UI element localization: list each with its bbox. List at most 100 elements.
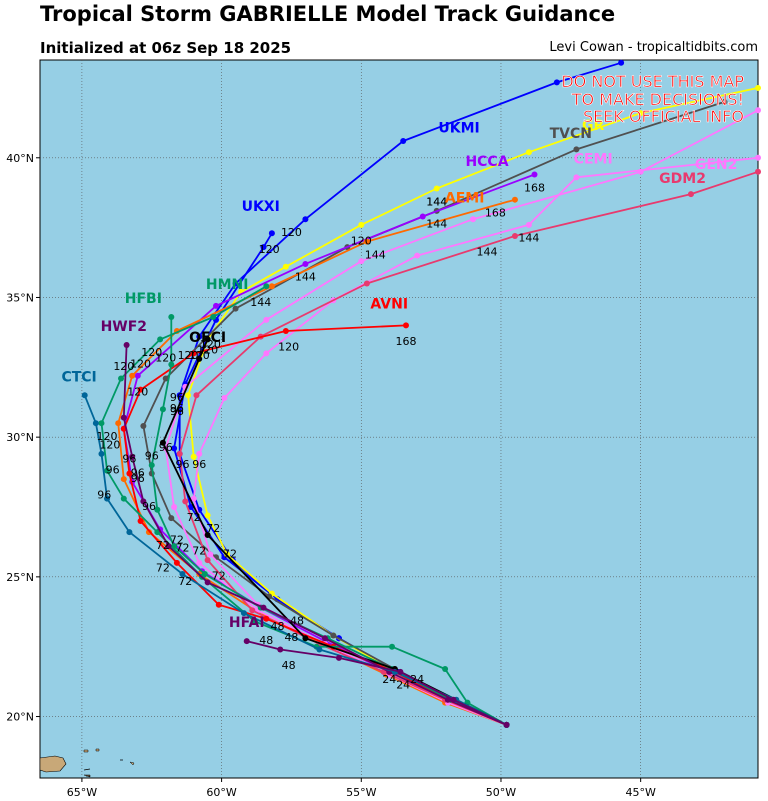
- track-point: [511, 196, 518, 203]
- track-point: [120, 495, 127, 502]
- track-hwf2: [120, 341, 510, 728]
- track-line: [246, 640, 507, 726]
- track-point: [171, 445, 178, 452]
- hour-label: 96: [170, 391, 184, 404]
- hour-label: 24: [396, 679, 410, 692]
- track-point: [98, 450, 105, 457]
- hour-label: 96: [131, 472, 145, 485]
- track-point: [263, 350, 270, 357]
- track-point: [120, 476, 127, 483]
- track-point: [525, 221, 532, 228]
- track-point: [232, 305, 239, 312]
- track-point: [168, 314, 175, 321]
- model-label-cemi: CEMI: [574, 151, 613, 167]
- hour-label: 168: [524, 181, 545, 194]
- lat-tick-label: 25°N: [6, 571, 34, 584]
- track-point: [553, 79, 560, 86]
- track-point: [92, 420, 99, 427]
- track-point: [389, 643, 396, 650]
- page-title: Tropical Storm GABRIELLE Model Track Gui…: [40, 2, 616, 26]
- hour-label: 72: [223, 547, 237, 560]
- track-point: [162, 375, 169, 382]
- track-point: [260, 604, 267, 611]
- track-point: [442, 666, 449, 673]
- track-point: [118, 375, 125, 382]
- hour-label: 144: [250, 296, 271, 309]
- hour-label: 48: [284, 631, 298, 644]
- ocean-background: [39, 59, 759, 779]
- track-point: [249, 607, 256, 614]
- track-point: [129, 372, 136, 379]
- track-point: [165, 543, 172, 550]
- track-point: [104, 467, 111, 474]
- hour-label: 120: [351, 234, 372, 247]
- track-point: [182, 498, 189, 505]
- hour-label: 72: [187, 511, 201, 524]
- track-point: [168, 361, 175, 368]
- model-label-ukmi: UKMI: [438, 121, 479, 137]
- track-point: [159, 439, 166, 446]
- hour-label: 48: [270, 620, 284, 633]
- warning-line-2: TO MAKE DECISIONS!: [571, 90, 744, 109]
- track-point: [204, 336, 211, 343]
- track-point: [134, 372, 141, 379]
- model-label-aemi: AEMI: [445, 190, 485, 206]
- track-point: [176, 392, 183, 399]
- track-point: [503, 721, 510, 728]
- hour-label: 120: [189, 349, 210, 362]
- track-point: [240, 610, 247, 617]
- hour-label: 24: [410, 673, 424, 686]
- track-point: [363, 280, 370, 287]
- lon-tick-label: 60°W: [206, 786, 236, 799]
- track-point: [531, 171, 538, 178]
- hour-label: 72: [170, 533, 184, 546]
- hour-label: 96: [170, 402, 184, 415]
- init-time-subtitle: Initialized at 06z Sep 18 2025: [40, 39, 292, 57]
- track-point: [400, 138, 407, 145]
- lon-tick-label: 50°W: [486, 786, 516, 799]
- track-point: [450, 696, 457, 703]
- lon-tick-label: 45°W: [625, 786, 655, 799]
- track-point: [282, 327, 289, 334]
- hour-label: 120: [200, 338, 221, 351]
- hour-label: 120: [281, 226, 302, 239]
- track-point: [129, 453, 136, 460]
- model-label-ukxi: UKXI: [242, 199, 280, 215]
- track-point: [302, 260, 309, 267]
- model-label-gen2: GEN2: [695, 157, 738, 173]
- lon-tick-label: 65°W: [67, 786, 97, 799]
- track-point: [190, 453, 197, 460]
- track-point: [358, 221, 365, 228]
- puerto-rico-land: [39, 755, 67, 773]
- track-point: [140, 422, 147, 429]
- track-point: [201, 571, 208, 578]
- track-point: [637, 168, 644, 175]
- track-point: [168, 515, 175, 522]
- hour-label: 144: [426, 195, 447, 208]
- track-point: [363, 238, 370, 245]
- lat-tick-label: 30°N: [6, 431, 34, 444]
- hour-label: 120: [259, 243, 280, 256]
- hour-label: 96: [145, 450, 159, 463]
- track-point: [260, 244, 267, 251]
- track-point: [126, 529, 133, 536]
- track-point: [204, 579, 211, 586]
- track-point: [204, 512, 211, 519]
- track-point: [282, 263, 289, 270]
- hour-label: 72: [156, 539, 170, 552]
- track-point: [171, 543, 178, 550]
- track-point: [433, 185, 440, 192]
- model-label-hcca: HCCA: [465, 154, 508, 170]
- track-point: [193, 392, 200, 399]
- track-point: [120, 414, 127, 421]
- hour-label: 144: [477, 246, 498, 259]
- hour-label: 120: [141, 346, 162, 359]
- track-point: [196, 355, 203, 362]
- model-label-hfai: HFAI: [229, 615, 265, 631]
- track-point: [221, 395, 228, 402]
- track-point: [321, 635, 328, 642]
- track-point: [171, 504, 178, 511]
- hour-label: 96: [142, 500, 156, 513]
- track-point: [157, 336, 164, 343]
